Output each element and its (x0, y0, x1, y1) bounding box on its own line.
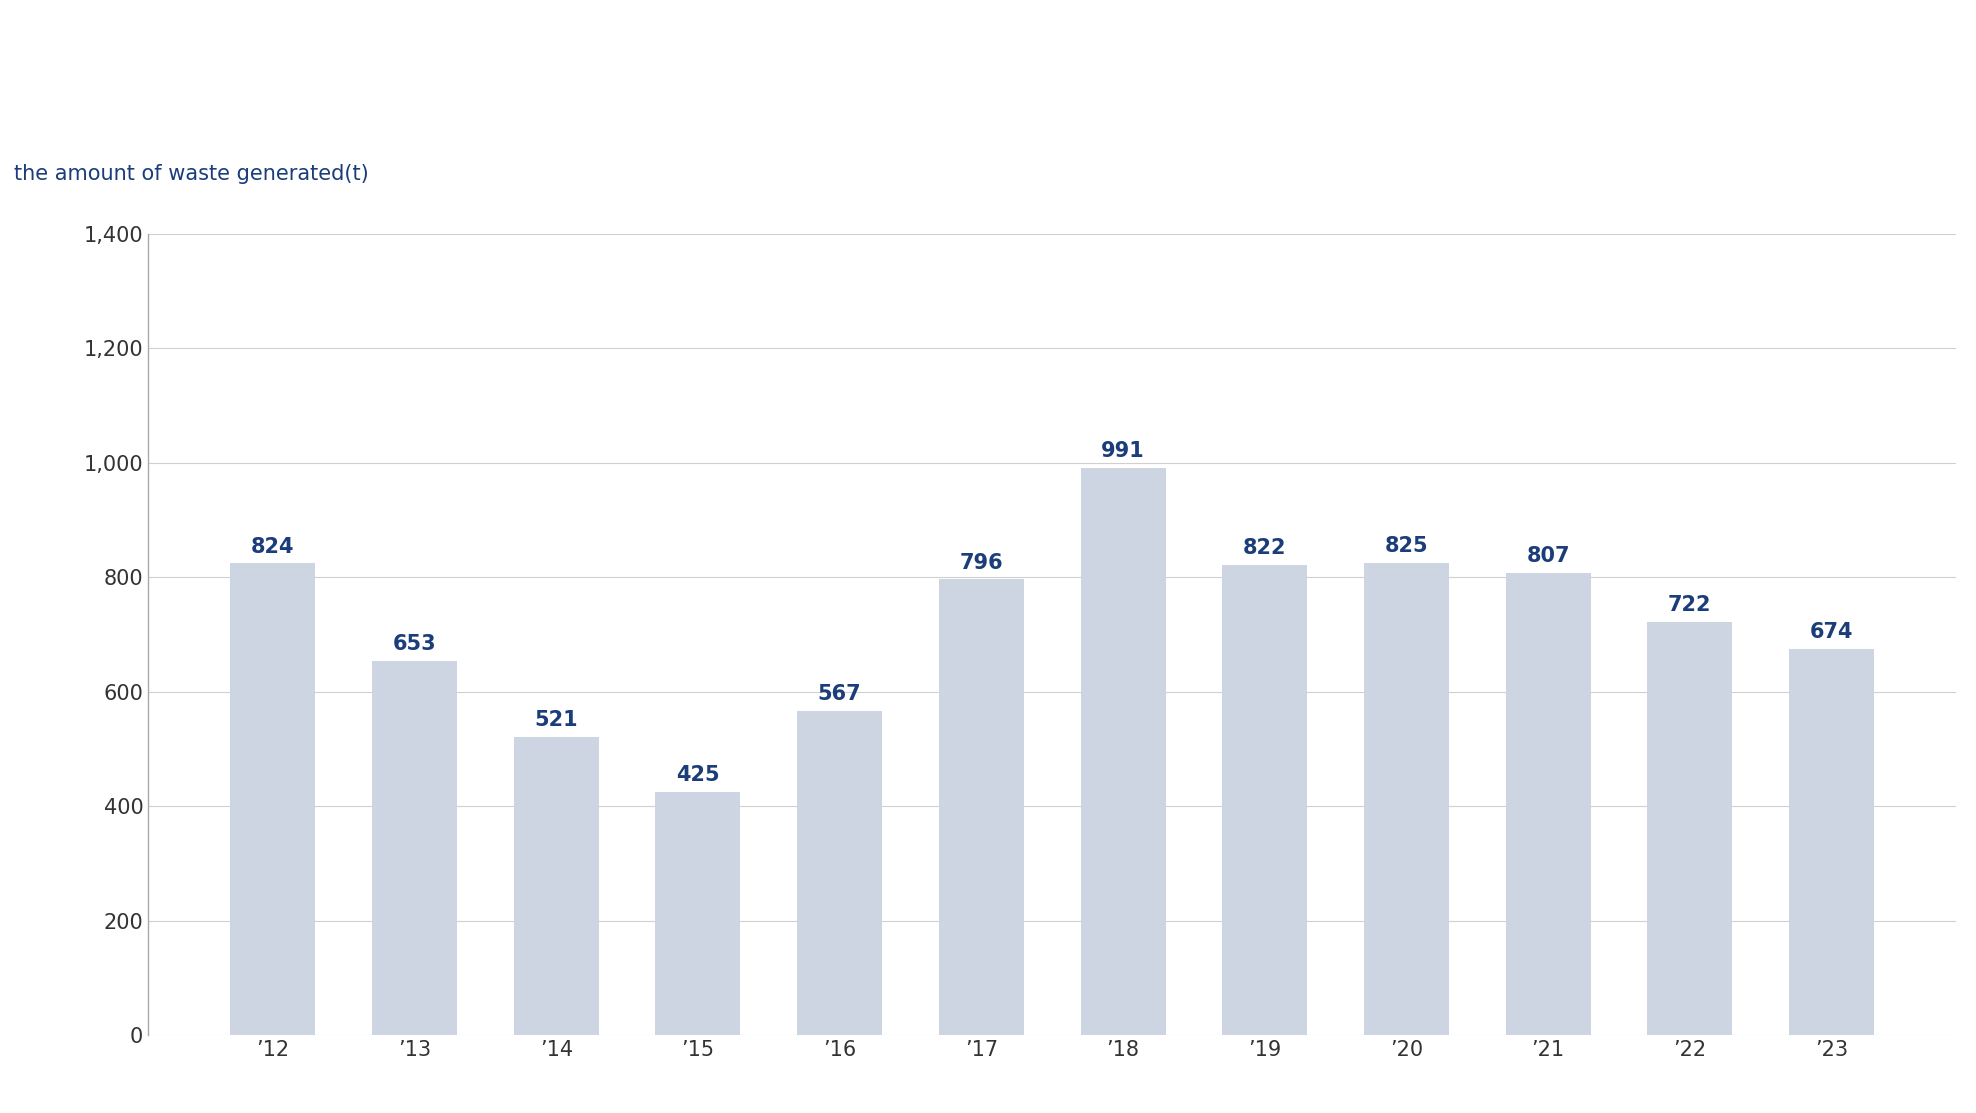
Text: Changes in the amount of waste generated: Changes in the amount of waste generated (581, 31, 1395, 63)
Text: 824: 824 (251, 536, 294, 556)
Bar (514, 737, 599, 1035)
Bar (1081, 467, 1166, 1035)
Bar (1506, 573, 1591, 1035)
Text: 521: 521 (534, 710, 579, 730)
Bar (656, 791, 741, 1035)
Text: 991: 991 (1101, 441, 1144, 461)
Bar (1223, 564, 1308, 1035)
Text: 796: 796 (960, 552, 1004, 572)
Bar (231, 563, 316, 1035)
Bar (1788, 649, 1873, 1035)
Text: the amount of waste generated(t): the amount of waste generated(t) (14, 164, 370, 184)
Text: 653: 653 (393, 634, 437, 654)
Text: 807: 807 (1525, 546, 1569, 567)
Bar (939, 580, 1024, 1035)
Text: 822: 822 (1243, 538, 1286, 558)
Text: 567: 567 (818, 683, 862, 703)
Text: 722: 722 (1668, 595, 1711, 615)
Text: 674: 674 (1810, 622, 1853, 642)
Text: 425: 425 (676, 765, 719, 785)
Text: 825: 825 (1385, 536, 1429, 556)
Bar (796, 710, 881, 1035)
Bar (1363, 563, 1448, 1035)
Bar (371, 661, 456, 1035)
Bar (1648, 622, 1733, 1035)
